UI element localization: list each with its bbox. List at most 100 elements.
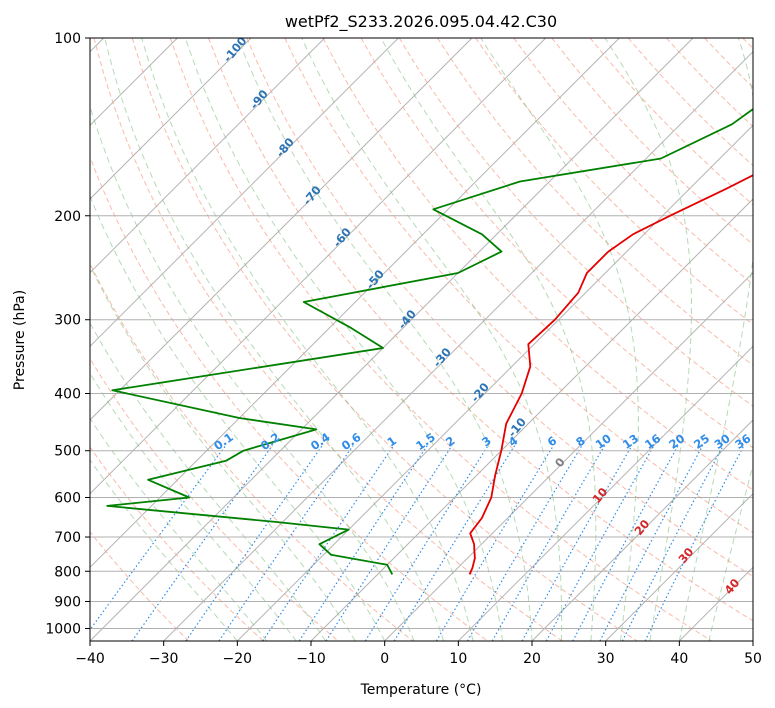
isotherm <box>310 198 753 641</box>
y-tick-label: 800 <box>54 564 81 580</box>
dry-adiabat <box>742 38 753 50</box>
moist-adiabat <box>90 372 297 641</box>
dry-adiabat <box>169 38 712 641</box>
moist-adiabat-label: 20 <box>631 517 652 538</box>
mixing-ratio-line <box>644 445 745 641</box>
moist-adiabat <box>301 38 563 641</box>
mixing-ratio-line <box>325 445 453 641</box>
dry-adiabat <box>513 38 753 285</box>
isotherm <box>90 38 473 421</box>
y-tick-label: 600 <box>54 490 81 506</box>
mixing-ratio-line <box>185 445 323 641</box>
y-tick-label: 100 <box>54 31 81 47</box>
mixing-ratio-line <box>545 445 655 641</box>
dry-adiabat <box>131 38 638 641</box>
mixing-ratio-label: 36 <box>732 431 753 452</box>
moist-adiabat <box>90 194 386 641</box>
y-tick-label: 900 <box>54 594 81 610</box>
moist-adiabat <box>90 417 268 641</box>
dry-adiabat <box>398 38 753 407</box>
moist-adiabat <box>604 38 693 641</box>
x-tick-label: −40 <box>75 651 105 667</box>
y-tick-label: 1000 <box>45 621 81 637</box>
dry-adiabat <box>284 38 753 534</box>
moist-adiabat <box>104 38 445 641</box>
isotherm <box>90 38 547 495</box>
chart-title: wetPf2_S233.2026.095.04.42.C30 <box>285 12 557 32</box>
mixing-ratio-label: 0.6 <box>339 430 364 453</box>
moist-adiabat-label: 30 <box>675 545 696 566</box>
mixing-ratio-line <box>262 445 395 641</box>
dry-adiabat-label: -100 <box>220 34 249 65</box>
x-tick-label: 30 <box>597 651 615 667</box>
dry-adiabat <box>90 262 414 641</box>
moist-adiabat <box>708 463 753 641</box>
isotherm <box>90 38 399 348</box>
mixing-ratio-line <box>572 445 679 641</box>
mixing-ratio-label: 8 <box>573 433 588 449</box>
mixing-ratio-line <box>466 445 583 641</box>
x-tick-label: 20 <box>523 651 541 667</box>
profiles <box>106 108 753 575</box>
mixing-ratio-label: 0.1 <box>211 430 236 453</box>
isotherm <box>90 38 252 200</box>
isotherm <box>678 566 753 641</box>
dry-adiabat <box>90 446 264 641</box>
x-tick-label: −30 <box>149 651 179 667</box>
y-tick-label: 200 <box>54 209 81 225</box>
dry-adiabat <box>475 38 753 325</box>
x-tick-label: −10 <box>296 651 326 667</box>
dry-adiabat <box>436 38 753 366</box>
x-tick-label: 10 <box>449 651 467 667</box>
dry-adiabat-label: -30 <box>430 345 454 370</box>
mixing-ratio-line <box>435 445 554 641</box>
dry-adiabat-label: -90 <box>247 87 271 112</box>
dry-adiabat <box>704 38 753 89</box>
moist-adiabat-label: 10 <box>589 485 610 506</box>
isotherm <box>457 345 753 641</box>
moist-adiabat-label: 0 <box>552 455 568 470</box>
background-lines <box>90 38 753 641</box>
mixing-ratio-line <box>364 445 489 641</box>
moist-adiabat <box>90 104 415 641</box>
y-tick-label: 400 <box>54 387 81 403</box>
x-tick-label: −20 <box>223 651 253 667</box>
isotherm <box>163 50 753 641</box>
dry-adiabat <box>90 531 190 641</box>
mixing-ratio-line <box>521 445 633 641</box>
mixing-ratio-line <box>298 445 428 641</box>
dry-adiabat <box>246 38 753 578</box>
mixing-ratio-line <box>90 445 227 631</box>
plot-frame <box>89 37 754 642</box>
dry-adiabat <box>90 155 488 641</box>
isotherm <box>605 492 753 641</box>
x-tick-label: 0 <box>380 651 389 667</box>
moist-adiabat <box>480 38 639 641</box>
isotherm <box>90 38 620 569</box>
dry-adiabat <box>90 357 339 641</box>
dry-adiabat <box>208 38 753 622</box>
moist-adiabat <box>141 38 474 641</box>
isotherm <box>90 38 326 274</box>
y-tick-label: 700 <box>54 530 81 546</box>
y-tick-label: 300 <box>54 313 81 329</box>
mixing-ratio-line <box>393 445 516 641</box>
moist-adiabat <box>678 38 753 641</box>
x-axis-label: Temperature (°C) <box>360 682 482 698</box>
isotherm <box>531 419 753 641</box>
mixing-ratio-label: 30 <box>712 431 733 452</box>
x-axis-ticks: −40 −30 −20 −10 0 10 20 30 40 50 <box>75 641 762 667</box>
dry-adiabat-label: -60 <box>330 225 354 250</box>
moist-adiabat-label: 40 <box>721 576 742 597</box>
mixing-ratio-label: 0.2 <box>258 430 283 453</box>
mixing-ratio-label: 1 <box>384 433 399 449</box>
mixing-ratio-label: 1.5 <box>413 430 438 453</box>
moist-adiabat <box>90 264 356 641</box>
isotherm <box>384 271 753 641</box>
mixing-ratio-label: 3 <box>479 433 494 449</box>
dry-adiabat-label: -70 <box>300 183 324 208</box>
x-tick-label: 40 <box>670 651 688 667</box>
dry-adiabat <box>360 38 753 449</box>
dry-adiabat-label: -50 <box>363 267 387 292</box>
